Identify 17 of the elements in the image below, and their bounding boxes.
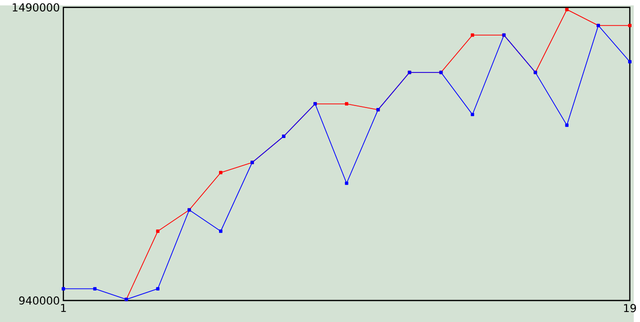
point [156, 286, 160, 290]
point [628, 60, 632, 64]
y-tick-label: 940000 [19, 296, 60, 304]
point [62, 286, 66, 290]
point [344, 102, 348, 106]
point [219, 170, 222, 174]
point [470, 33, 474, 37]
point [93, 286, 97, 290]
x-tick-label: 19 [624, 304, 636, 312]
y-tick-label: 1490000 [12, 3, 60, 12]
point [628, 24, 632, 28]
point [565, 123, 569, 127]
point [565, 8, 569, 12]
x-tick-label: 1 [61, 304, 66, 312]
point [344, 181, 348, 185]
point [156, 229, 160, 233]
point [219, 229, 222, 233]
